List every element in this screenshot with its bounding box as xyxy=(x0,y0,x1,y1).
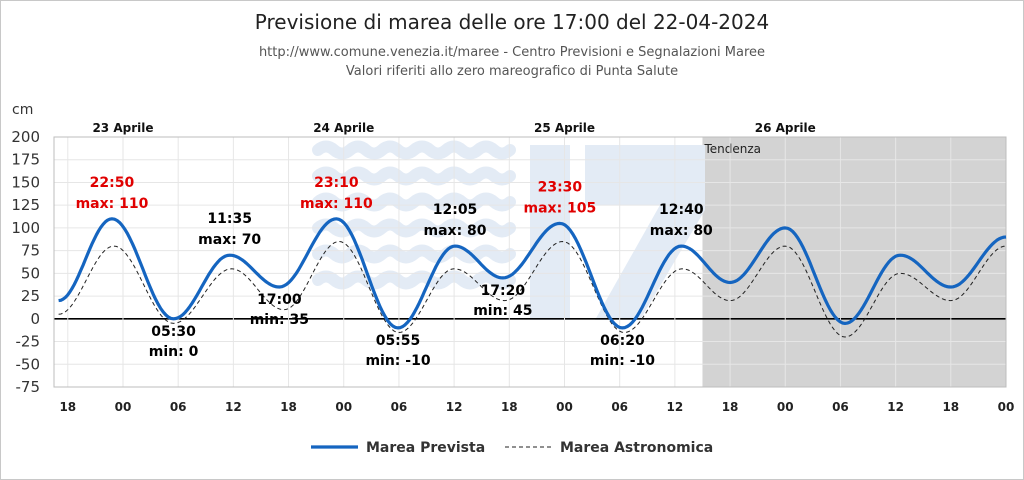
day-label: 23 Aprile xyxy=(92,121,153,135)
annotation-value: max: 110 xyxy=(300,196,373,212)
x-tick-label: 06 xyxy=(611,400,628,414)
y-tick-label: 0 xyxy=(30,310,40,328)
watermark-wave xyxy=(312,140,516,160)
x-tick-label: 18 xyxy=(501,400,518,414)
day-label: 24 Aprile xyxy=(313,121,374,135)
y-tick-label: 75 xyxy=(21,242,40,260)
legend: Marea Prevista Marea Astronomica xyxy=(311,440,713,456)
annotation-value: min: 45 xyxy=(473,303,532,319)
watermark-bar xyxy=(530,145,570,320)
grid-lines xyxy=(53,136,1007,388)
watermark-wave xyxy=(312,244,516,264)
annotation-time: 23:10 xyxy=(314,175,359,191)
y-tick-label: 150 xyxy=(11,173,40,191)
annotation-time: 05:55 xyxy=(376,333,421,349)
tendency-background xyxy=(702,137,1006,387)
series-line-astronomica xyxy=(58,240,1007,338)
x-tick-label: 12 xyxy=(887,400,904,414)
annotation-time: 17:00 xyxy=(257,292,302,308)
y-tick-label: 175 xyxy=(11,151,40,169)
annotation-time: 11:35 xyxy=(207,211,252,227)
x-axis-ticks: 18 00 06 12 18 00 06 12 18 00 06 12 18 00 06 12 18 00 xyxy=(59,400,1014,414)
annotation-value: min: 35 xyxy=(250,312,309,328)
annotation-time: 12:05 xyxy=(433,202,478,218)
annotation-value: max: 105 xyxy=(524,200,597,216)
legend-label-astronomica: Marea Astronomica xyxy=(560,440,713,456)
annotation-value: max: 110 xyxy=(76,196,149,212)
y-tick-label: -50 xyxy=(16,355,41,373)
plot-border xyxy=(53,136,1007,388)
x-tick-label: 00 xyxy=(115,400,132,414)
x-tick-label: 12 xyxy=(225,400,242,414)
annotation-time: 17:20 xyxy=(481,283,526,299)
y-tick-label: 125 xyxy=(11,196,40,214)
y-axis-unit: cm xyxy=(12,102,33,118)
x-tick-label: 00 xyxy=(777,400,794,414)
annotation-value: min: 0 xyxy=(149,344,199,360)
day-label: 25 Aprile xyxy=(534,121,595,135)
annotation-time: 06:20 xyxy=(600,333,645,349)
annotation-time: 22:50 xyxy=(90,175,135,191)
watermark-wave xyxy=(312,192,516,212)
x-tick-label: 06 xyxy=(391,400,408,414)
annotation-value: max: 80 xyxy=(424,223,487,239)
x-tick-label: 18 xyxy=(722,400,739,414)
x-tick-label: 06 xyxy=(170,400,187,414)
chart-subtitle-source: http://www.comune.venezia.it/maree - Cen… xyxy=(259,45,765,60)
series-line-prevista xyxy=(58,217,1007,330)
x-tick-label: 18 xyxy=(59,400,76,414)
annotation-value: min: -10 xyxy=(590,353,655,369)
y-tick-label: -75 xyxy=(16,378,41,396)
chart-title: Previsione di marea delle ore 17:00 del … xyxy=(255,10,769,34)
series-lines xyxy=(58,217,1007,338)
y-tick-label: 100 xyxy=(11,219,40,237)
annotation-value: max: 70 xyxy=(198,232,261,248)
x-tick-label: 18 xyxy=(280,400,297,414)
legend-label-prevista: Marea Prevista xyxy=(366,440,485,456)
y-tick-label: 50 xyxy=(21,264,40,282)
tendency-region: Tendenza xyxy=(702,137,1006,387)
day-labels: 23 Aprile 24 Aprile 25 Aprile 26 Aprile xyxy=(92,121,815,135)
y-tick-label: 25 xyxy=(21,287,40,305)
x-tick-label: 00 xyxy=(998,400,1015,414)
annotation-value: min: -10 xyxy=(365,353,430,369)
y-tick-label: -25 xyxy=(16,333,41,351)
watermark-wave xyxy=(312,270,516,290)
x-tick-label: 12 xyxy=(446,400,463,414)
x-tick-label: 12 xyxy=(667,400,684,414)
x-tick-label: 18 xyxy=(942,400,959,414)
day-label: 26 Aprile xyxy=(755,121,816,135)
annotation-time: 23:30 xyxy=(538,179,583,195)
annotation-value: max: 80 xyxy=(650,223,713,239)
annotation-time: 05:30 xyxy=(151,324,196,340)
y-axis-ticks: 200 175 150 125 100 75 50 25 0 -25 -50 -75 xyxy=(11,128,40,396)
x-tick-label: 00 xyxy=(556,400,573,414)
extreme-annotations: 22:50 max: 110 05:30 min: 0 11:35 max: 70 17:0… xyxy=(76,175,714,369)
tendency-label: Tendenza xyxy=(703,142,761,156)
annotation-time: 12:40 xyxy=(659,202,704,218)
chart-subtitle-reference: Valori riferiti allo zero mareografico d… xyxy=(346,64,678,79)
y-tick-label: 200 xyxy=(11,128,40,146)
x-tick-label: 00 xyxy=(335,400,352,414)
watermark-wave xyxy=(312,166,516,186)
x-tick-label: 06 xyxy=(832,400,849,414)
